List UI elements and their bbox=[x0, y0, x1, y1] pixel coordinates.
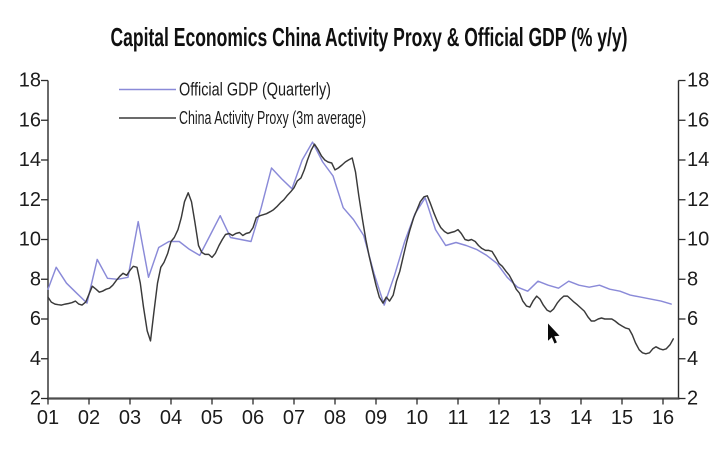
x-tick-label: 10 bbox=[406, 407, 428, 429]
legend-label-activity-proxy: China Activity Proxy (3m average) bbox=[179, 108, 366, 128]
legend-label-official-gdp: Official GDP (Quarterly) bbox=[179, 80, 331, 100]
mouse-cursor bbox=[548, 323, 560, 344]
x-tick-label: 07 bbox=[283, 407, 305, 429]
x-tick-label: 14 bbox=[570, 407, 592, 429]
y-tick-label-right: 10 bbox=[687, 229, 709, 251]
x-tick-label: 05 bbox=[201, 407, 223, 429]
y-tick-label-right: 4 bbox=[687, 348, 698, 370]
chart-title: Capital Economics China Activity Proxy &… bbox=[111, 22, 628, 52]
y-tick-label-left: 12 bbox=[19, 189, 41, 211]
y-tick-label-left: 6 bbox=[30, 308, 41, 330]
axes-layer: 2 2 4 4 6 6 8 8 10 10 12 12 14 14 16 16 18 18 01 02 03 04 05 06… bbox=[19, 70, 710, 430]
x-tick-label: 01 bbox=[37, 407, 59, 429]
y-tick-label-right: 14 bbox=[687, 149, 709, 171]
y-tick-label-right: 18 bbox=[687, 70, 709, 92]
x-tick-label: 08 bbox=[324, 407, 346, 429]
legend: Official GDP (Quarterly) China Activity … bbox=[119, 80, 366, 128]
y-tick-label-left: 16 bbox=[19, 109, 41, 131]
y-tick-label-left: 4 bbox=[30, 348, 41, 370]
x-tick-label: 15 bbox=[611, 407, 633, 429]
x-tick-label: 12 bbox=[488, 407, 510, 429]
y-tick-label-right: 2 bbox=[687, 388, 698, 410]
x-tick-label: 06 bbox=[242, 407, 264, 429]
y-tick-label-left: 14 bbox=[19, 149, 41, 171]
y-tick-label-left: 18 bbox=[19, 70, 41, 92]
series-activity-proxy bbox=[47, 143, 675, 355]
y-tick-label-left: 10 bbox=[19, 229, 41, 251]
y-tick-label-right: 12 bbox=[687, 189, 709, 211]
y-tick-label-right: 16 bbox=[687, 109, 709, 131]
series-layer bbox=[47, 141, 675, 355]
y-tick-label-right: 8 bbox=[687, 268, 698, 290]
y-tick-label-left: 2 bbox=[30, 388, 41, 410]
y-tick-label-right: 6 bbox=[687, 308, 698, 330]
x-tick-label: 03 bbox=[119, 407, 141, 429]
x-tick-label: 09 bbox=[365, 407, 387, 429]
x-tick-label: 16 bbox=[652, 407, 674, 429]
x-tick-label: 04 bbox=[160, 407, 182, 429]
y-tick-label-left: 8 bbox=[30, 268, 41, 290]
x-tick-label: 13 bbox=[529, 407, 551, 429]
x-tick-label: 02 bbox=[78, 407, 100, 429]
x-tick-label: 11 bbox=[448, 407, 469, 429]
series-official-gdp bbox=[47, 141, 672, 306]
